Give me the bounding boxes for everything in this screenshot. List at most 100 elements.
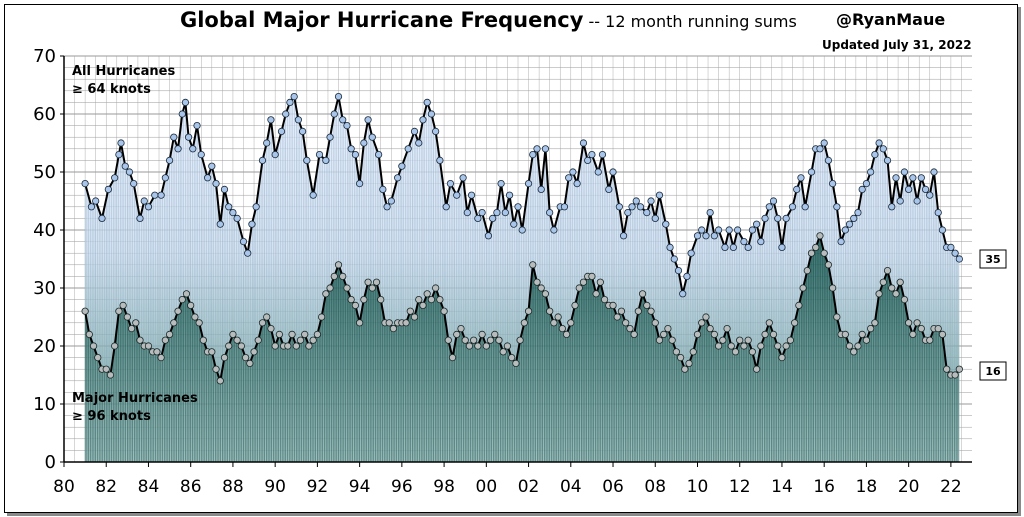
point-major (191, 313, 199, 321)
point-major (478, 330, 486, 338)
point-all (263, 139, 271, 147)
point-all (824, 156, 833, 164)
point-all (841, 226, 849, 234)
point-major (693, 330, 702, 338)
point-all (104, 185, 112, 193)
point-all (497, 180, 505, 188)
point-all (514, 203, 522, 211)
y-tick-label: 50 (33, 162, 56, 183)
point-major (170, 319, 178, 327)
point-all (111, 174, 119, 182)
x-tick-label: 06 (602, 477, 624, 497)
point-all (92, 197, 100, 205)
y-tick-label: 40 (33, 220, 56, 241)
point-major (900, 295, 909, 304)
point-all (315, 151, 324, 159)
point-major (313, 330, 321, 338)
point-major (436, 295, 444, 304)
point-major (529, 261, 537, 269)
point-major (389, 324, 398, 333)
updated-date: Updated July 31, 2022 (822, 38, 972, 52)
point-all (181, 98, 190, 107)
point-major (609, 301, 617, 309)
point-major (807, 249, 816, 257)
point-all (343, 122, 351, 130)
point-major (943, 365, 951, 373)
point-major (955, 365, 963, 373)
y-tick-label: 0 (45, 452, 56, 473)
point-all (267, 116, 275, 124)
point-major (567, 319, 575, 327)
point-major (503, 342, 512, 350)
point-all (136, 214, 144, 222)
point-all (334, 93, 343, 101)
point-major (296, 336, 305, 344)
tick-labels: 0 10 20 30 40 50 60 70 80 82 84 86 88 90 92 94 96 98 00 02 0… (33, 46, 962, 497)
point-major (905, 319, 913, 327)
point-all (793, 185, 801, 193)
point-all (244, 249, 252, 257)
point-major (715, 342, 723, 350)
point-major (364, 278, 372, 286)
point-major (660, 330, 668, 338)
point-all (774, 214, 782, 222)
point-major (926, 336, 934, 344)
point-major (132, 319, 140, 327)
point-all (753, 220, 761, 228)
point-all (909, 174, 917, 182)
point-major (423, 290, 431, 298)
chart-title: Global Major Hurricane Frequency -- 12 m… (180, 8, 797, 32)
point-major (385, 319, 393, 327)
point-major (153, 348, 161, 356)
point-all (493, 209, 501, 217)
point-all (398, 162, 406, 170)
point-all (189, 145, 197, 153)
point-all (871, 151, 879, 159)
point-all (478, 209, 486, 217)
point-major (212, 365, 220, 373)
point-all (484, 232, 493, 240)
point-major (753, 365, 761, 373)
point-all (913, 197, 921, 205)
point-all (212, 180, 220, 188)
point-all (862, 180, 871, 188)
point-all (769, 197, 778, 205)
point-major (89, 342, 98, 350)
point-all (125, 168, 134, 176)
point-major (727, 342, 735, 350)
point-all (309, 191, 317, 199)
point-major (267, 324, 275, 333)
point-major (634, 307, 642, 315)
point-major (258, 319, 267, 327)
point-major (909, 330, 917, 338)
point-all (299, 127, 307, 135)
point-all (670, 255, 678, 263)
point-major (111, 342, 119, 350)
point-major (448, 353, 457, 362)
point-major (951, 371, 959, 379)
point-all (674, 266, 683, 275)
point-all (698, 226, 706, 234)
point-major (157, 353, 165, 362)
point-major (748, 348, 756, 356)
point-major (123, 313, 131, 321)
point-all (921, 185, 930, 193)
point-major (875, 290, 883, 298)
point-major (254, 336, 262, 344)
point-all (875, 139, 883, 147)
point-all (710, 232, 718, 240)
point-all (605, 185, 613, 193)
point-all (115, 151, 123, 159)
x-tick-label: 20 (898, 477, 920, 497)
point-all (546, 209, 554, 217)
point-all (729, 243, 737, 251)
point-major (723, 324, 731, 333)
end-label-major: 16 (979, 361, 1007, 381)
point-major (474, 342, 482, 350)
point-major (271, 342, 279, 350)
point-major (647, 307, 655, 315)
x-tick-label: 04 (560, 477, 582, 497)
point-major (81, 307, 89, 315)
point-major (719, 336, 727, 344)
